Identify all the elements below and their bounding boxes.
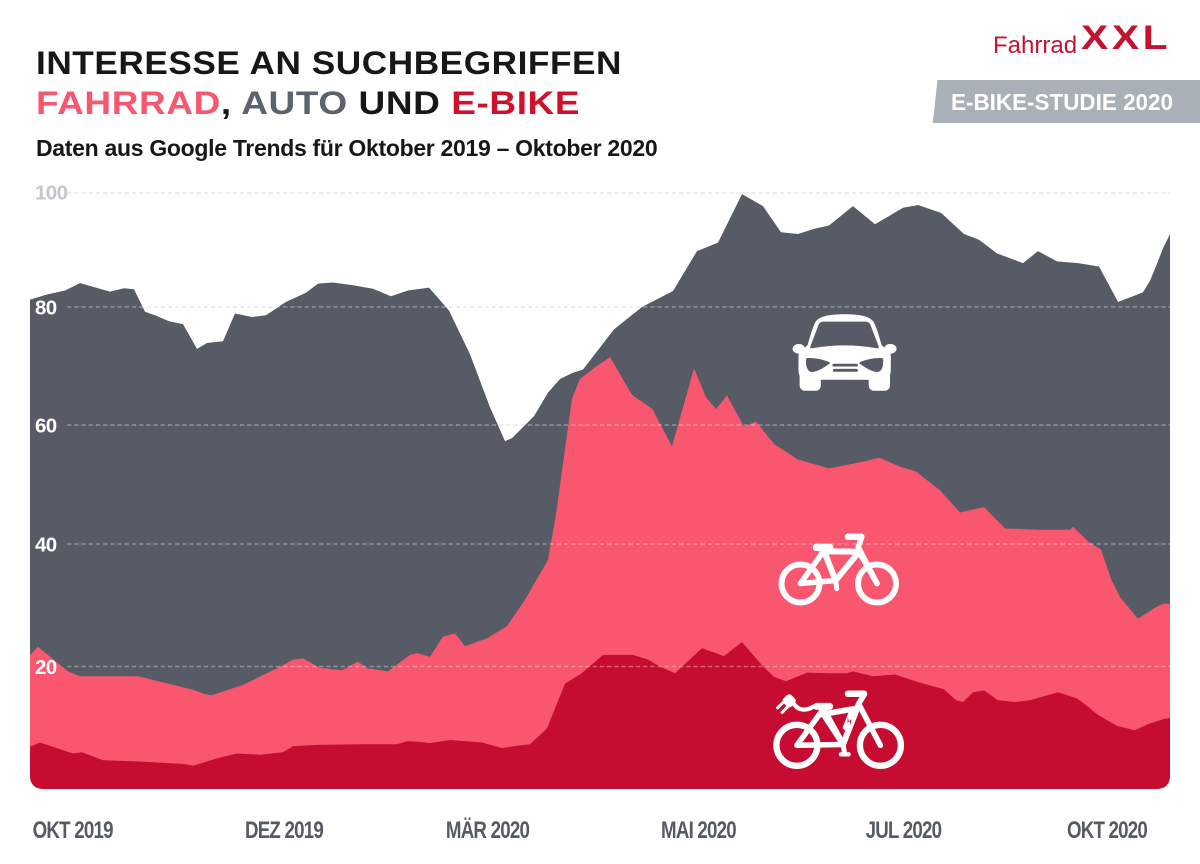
svg-text:100: 100 (35, 182, 68, 205)
svg-text:MÄR 2020: MÄR 2020 (446, 817, 530, 844)
svg-text:DEZ 2019: DEZ 2019 (245, 817, 324, 844)
svg-text:20: 20 (35, 656, 57, 679)
svg-text:60: 60 (35, 415, 57, 438)
svg-text:JUL 2020: JUL 2020 (866, 817, 942, 844)
svg-text:OKT 2020: OKT 2020 (1067, 817, 1148, 844)
svg-text:80: 80 (35, 297, 57, 320)
svg-text:MAI 2020: MAI 2020 (661, 817, 737, 844)
svg-text:OKT 2019: OKT 2019 (33, 817, 114, 844)
svg-text:40: 40 (35, 534, 57, 557)
